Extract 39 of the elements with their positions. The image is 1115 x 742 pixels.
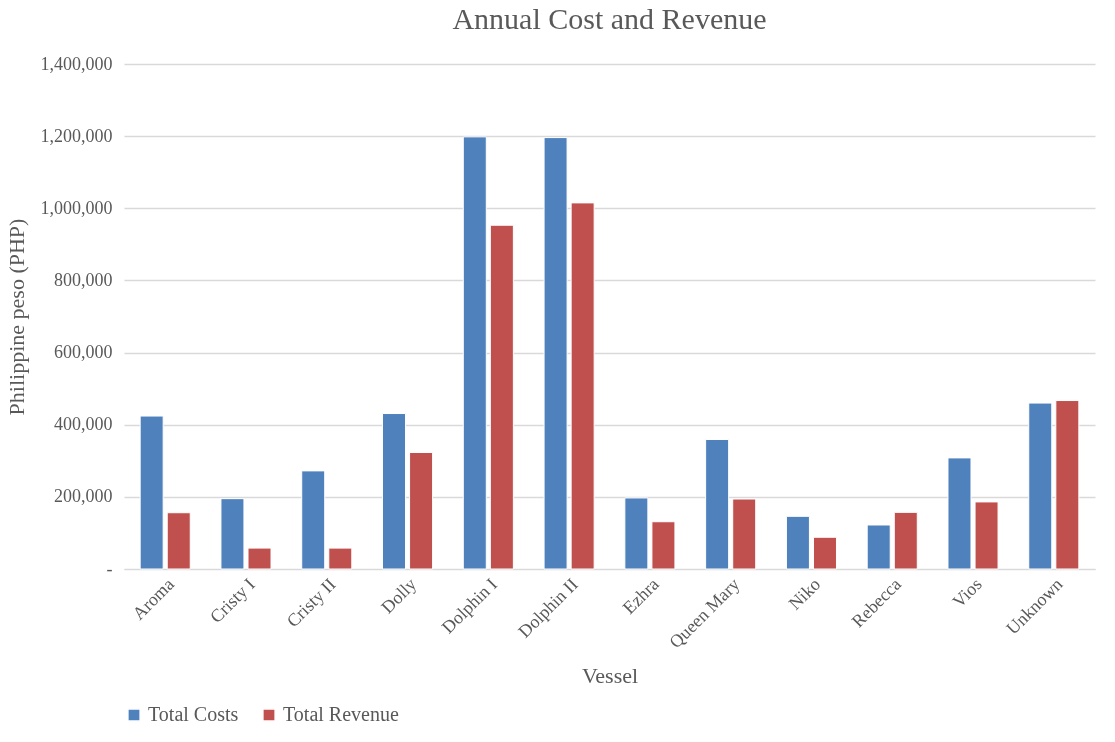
bar: [893, 511, 918, 570]
y-tick-label: 400,000: [54, 414, 113, 435]
bar: [409, 451, 434, 570]
y-tick-label: 200,000: [54, 486, 113, 507]
bar: [543, 137, 568, 570]
legend-label: Total Costs: [148, 703, 239, 725]
bar: [382, 413, 407, 570]
bar: [947, 457, 972, 570]
bar: [570, 202, 595, 570]
bar: [624, 497, 649, 570]
y-tick-label: 1,000,000: [40, 197, 113, 218]
bar: [139, 415, 164, 570]
y-tick-label: 600,000: [54, 342, 113, 363]
chart-title: Annual Cost and Revenue: [452, 2, 767, 35]
y-axis-title: Philippine peso (PHP): [3, 218, 29, 416]
bar: [301, 470, 326, 570]
y-tick-label: 1,400,000: [40, 53, 113, 74]
bar: [705, 439, 730, 570]
y-tick-label: -: [106, 558, 113, 579]
bar: [974, 501, 999, 570]
bar: [785, 515, 810, 570]
bar: [1055, 400, 1080, 570]
bar: [328, 547, 353, 570]
bar: [1028, 402, 1053, 570]
x-axis-title: Vessel: [581, 663, 639, 689]
x-tick-label: Vios: [948, 574, 986, 612]
y-tick-label: 1,200,000: [40, 125, 113, 146]
bar: [732, 498, 757, 570]
bar: [812, 536, 837, 570]
bar: [866, 524, 891, 570]
legend-label: Total Revenue: [283, 703, 399, 725]
bar: [247, 547, 272, 570]
bar: [166, 512, 191, 570]
y-tick-label: 800,000: [54, 269, 113, 290]
x-tick-label: Niko: [784, 574, 825, 614]
bar: [489, 224, 514, 570]
bar: [220, 498, 245, 570]
bar: [651, 521, 676, 570]
bar: [462, 136, 487, 570]
